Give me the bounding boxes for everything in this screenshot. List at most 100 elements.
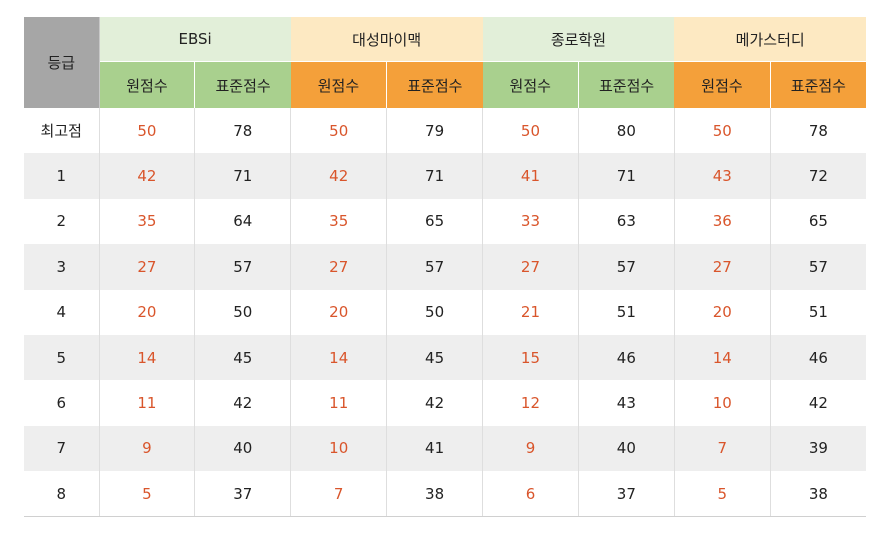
std-score-cell: 42 [194,380,291,426]
grade-cell: 7 [24,425,100,472]
table-row: 5 14 45 14 45 15 46 14 46 [24,334,867,381]
grade-cell: 1 [24,153,100,199]
std-score-cell: 40 [194,425,291,472]
std-score-cell: 80 [577,108,675,154]
raw-score-cell: 27 [482,244,579,290]
raw-score-cell: 14 [290,334,387,381]
table-row: 8 5 37 7 38 6 37 5 38 [24,471,867,518]
raw-score-cell: 43 [673,153,771,199]
raw-score-cell: 9 [482,425,579,472]
std-score-cell: 51 [577,289,675,335]
std-score-cell: 57 [194,244,291,290]
std-score-cell: 37 [577,471,675,518]
raw-score-cell: 15 [482,334,579,381]
std-score-cell: 65 [769,198,867,245]
raw-score-cell: 7 [290,471,387,518]
std-score-cell: 72 [769,153,867,199]
table-row: 4 20 50 20 50 21 51 20 51 [24,289,867,335]
table-row: 3 27 57 27 57 27 57 27 57 [24,244,867,290]
raw-score-cell: 50 [98,108,195,154]
raw-score-cell: 50 [673,108,771,154]
mega-raw-header: 원점수 [674,61,771,108]
std-score-cell: 38 [386,471,483,518]
grade-cell: 최고점 [24,108,100,154]
raw-score-cell: 36 [673,198,771,245]
raw-score-cell: 20 [98,289,195,335]
std-score-cell: 40 [577,425,675,472]
grade-cell: 4 [24,289,100,335]
std-score-cell: 65 [386,198,483,245]
std-score-cell: 45 [194,334,291,381]
jongro-std-header: 표준점수 [577,61,675,108]
raw-score-cell: 27 [290,244,387,290]
grade-cell: 8 [24,471,100,518]
table-row: 최고점 50 78 50 79 50 80 50 78 [24,108,867,154]
raw-score-cell: 27 [673,244,771,290]
raw-score-cell: 11 [98,380,195,426]
std-score-cell: 57 [386,244,483,290]
raw-score-cell: 9 [98,425,195,472]
raw-score-cell: 14 [98,334,195,381]
std-score-cell: 46 [769,334,867,381]
std-score-cell: 38 [769,471,867,518]
table-row: 7 9 40 10 41 9 40 7 39 [24,425,867,472]
grade-cell: 3 [24,244,100,290]
raw-score-cell: 10 [673,380,771,426]
std-score-cell: 79 [386,108,483,154]
raw-score-cell: 33 [482,198,579,245]
raw-score-cell: 20 [673,289,771,335]
std-score-cell: 51 [769,289,867,335]
std-score-cell: 71 [386,153,483,199]
grade-header: 등급 [24,17,100,108]
std-score-cell: 46 [577,334,675,381]
table-row: 1 42 71 42 71 41 71 43 72 [24,153,867,199]
raw-score-cell: 20 [290,289,387,335]
std-score-cell: 71 [194,153,291,199]
grade-cell: 2 [24,198,100,245]
provider-daesung: 대성마이맥 [290,17,483,62]
provider-ebsi: EBSi [99,17,291,62]
raw-score-cell: 10 [290,425,387,472]
std-score-cell: 43 [577,380,675,426]
daesung-raw-header: 원점수 [290,61,387,108]
raw-score-cell: 27 [98,244,195,290]
ebsi-raw-header: 원점수 [99,61,195,108]
raw-score-cell: 41 [482,153,579,199]
std-score-cell: 78 [769,108,867,154]
raw-score-cell: 7 [673,425,771,472]
std-score-cell: 42 [386,380,483,426]
daesung-std-header: 표준점수 [386,61,483,108]
raw-score-cell: 42 [290,153,387,199]
std-score-cell: 57 [769,244,867,290]
raw-score-cell: 14 [673,334,771,381]
raw-score-cell: 12 [482,380,579,426]
std-score-cell: 41 [386,425,483,472]
std-score-cell: 50 [386,289,483,335]
raw-score-cell: 42 [98,153,195,199]
raw-score-cell: 21 [482,289,579,335]
table-row: 6 11 42 11 42 12 43 10 42 [24,380,867,426]
std-score-cell: 37 [194,471,291,518]
raw-score-cell: 35 [290,198,387,245]
ebsi-std-header: 표준점수 [194,61,291,108]
raw-score-cell: 6 [482,471,579,518]
provider-jongro: 종로학원 [482,17,675,62]
grade-cell: 6 [24,380,100,426]
std-score-cell: 71 [577,153,675,199]
jongro-raw-header: 원점수 [482,61,579,108]
std-score-cell: 64 [194,198,291,245]
grade-cell: 5 [24,334,100,381]
mega-std-header: 표준점수 [769,61,867,108]
std-score-cell: 57 [577,244,675,290]
raw-score-cell: 5 [673,471,771,518]
grade-cut-table: 등급 EBSi 대성마이맥 종로학원 메가스터디 원점수 표준점수 원점수 표준… [24,17,867,518]
std-score-cell: 63 [577,198,675,245]
std-score-cell: 39 [769,425,867,472]
std-score-cell: 42 [769,380,867,426]
raw-score-cell: 11 [290,380,387,426]
raw-score-cell: 35 [98,198,195,245]
provider-megastudy: 메가스터디 [674,17,867,62]
std-score-cell: 78 [194,108,291,154]
raw-score-cell: 50 [290,108,387,154]
table-row: 2 35 64 35 65 33 63 36 65 [24,198,867,245]
